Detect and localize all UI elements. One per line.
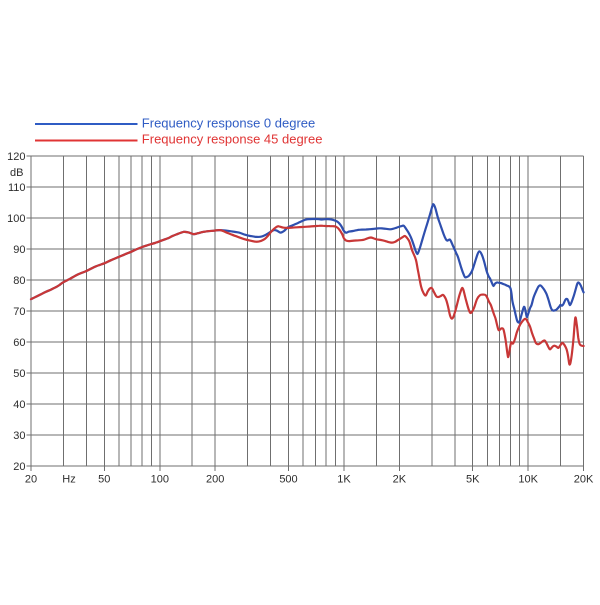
svg-text:90: 90 [13, 244, 25, 256]
svg-text:30: 30 [13, 430, 25, 442]
svg-text:40: 40 [13, 399, 25, 411]
svg-text:110: 110 [8, 182, 26, 194]
svg-text:Hz: Hz [62, 474, 75, 486]
svg-text:120: 120 [7, 151, 25, 163]
svg-text:Frequency response 0 degree: Frequency response 0 degree [142, 115, 315, 130]
svg-text:50: 50 [13, 368, 25, 380]
svg-text:10K: 10K [518, 474, 538, 486]
svg-text:5K: 5K [466, 474, 480, 486]
svg-text:Frequency response 45 degree: Frequency response 45 degree [142, 132, 323, 147]
svg-text:100: 100 [151, 474, 169, 486]
svg-text:dB: dB [10, 167, 23, 179]
svg-text:20: 20 [13, 461, 25, 473]
svg-text:500: 500 [279, 474, 297, 486]
svg-text:2K: 2K [393, 474, 407, 486]
svg-text:70: 70 [13, 306, 25, 318]
svg-text:20: 20 [25, 474, 37, 486]
svg-text:100: 100 [7, 213, 25, 225]
svg-text:80: 80 [13, 275, 25, 287]
svg-text:20K: 20K [574, 474, 594, 486]
svg-text:1K: 1K [337, 474, 351, 486]
svg-text:60: 60 [13, 337, 25, 349]
svg-text:200: 200 [206, 474, 224, 486]
svg-text:50: 50 [98, 474, 110, 486]
